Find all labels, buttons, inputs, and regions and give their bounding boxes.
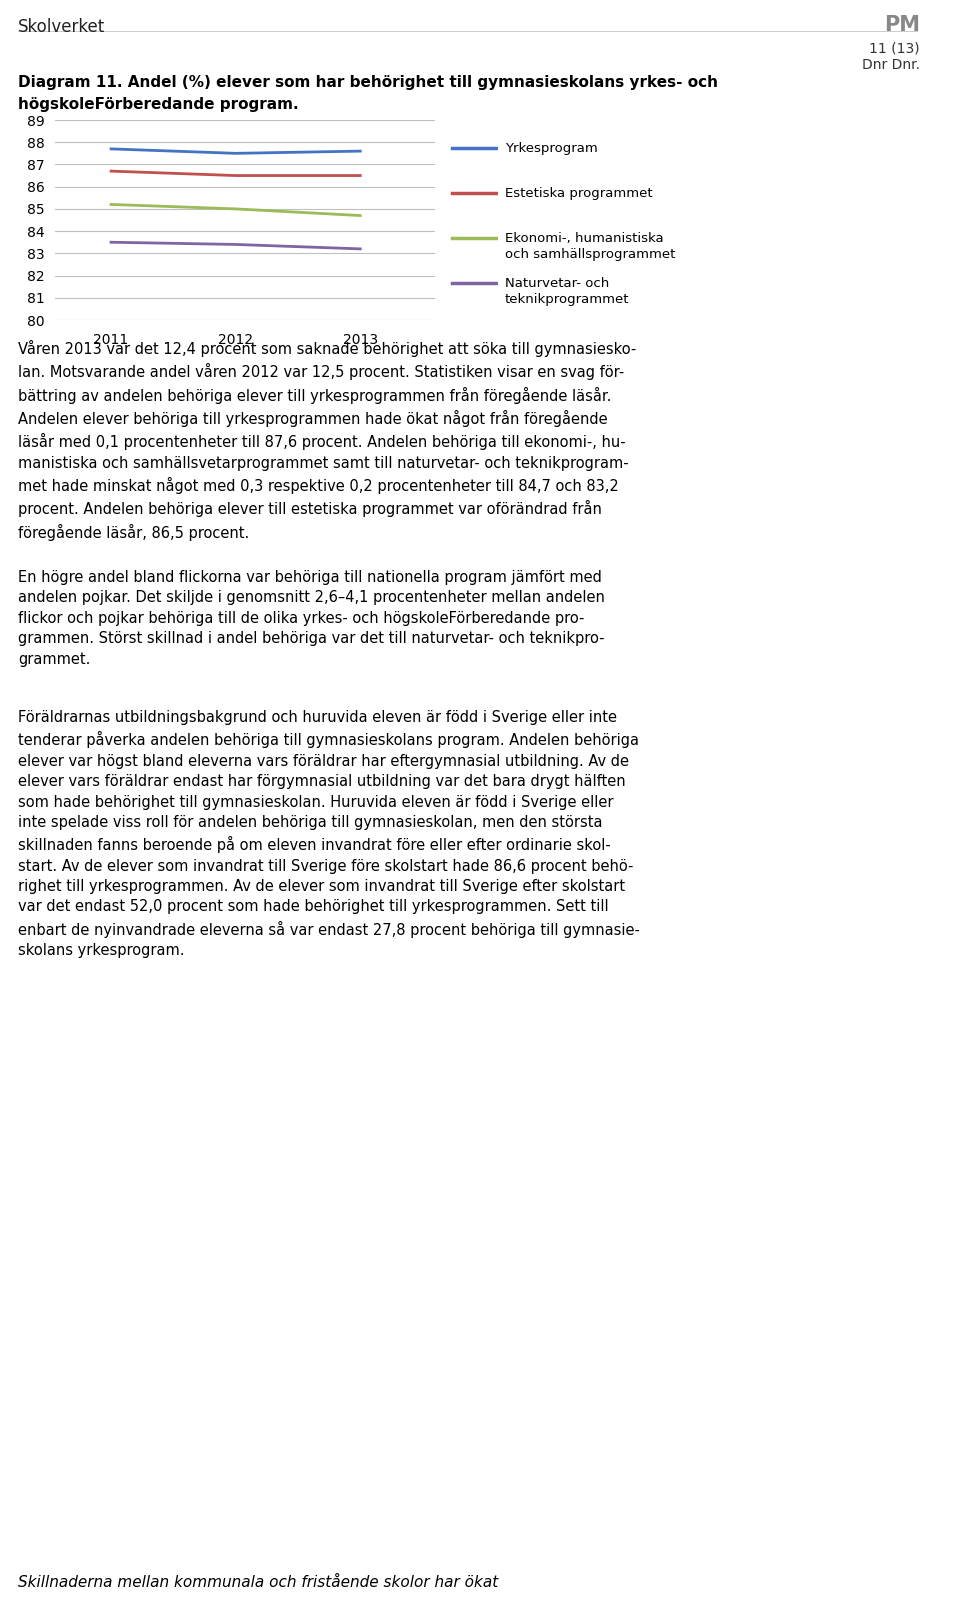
Text: teknikprogrammet: teknikprogrammet — [505, 294, 630, 307]
Text: Skolverket: Skolverket — [18, 18, 106, 36]
Text: Våren 2013 var det 12,4 procent som saknade behörighet att söka till gymnasiesko: Våren 2013 var det 12,4 procent som sakn… — [18, 341, 636, 540]
Text: 11 (13): 11 (13) — [870, 42, 920, 57]
Text: Estetiska programmet: Estetiska programmet — [505, 187, 653, 200]
Text: Naturvetar- och: Naturvetar- och — [505, 277, 610, 290]
Text: Ekonomi-, humanistiska: Ekonomi-, humanistiska — [505, 232, 663, 245]
Text: Diagram 11. Andel (%) elever som har behörighet till gymnasieskolans yrkes- och: Diagram 11. Andel (%) elever som har beh… — [18, 75, 718, 89]
Text: högskoleFörberedande program.: högskoleFörberedande program. — [18, 97, 299, 112]
Text: Skillnaderna mellan kommunala och fristående skolor har ökat: Skillnaderna mellan kommunala och fristå… — [18, 1575, 498, 1590]
Text: Föräldrarnas utbildningsbakgrund och huruvida eleven är född i Sverige eller int: Föräldrarnas utbildningsbakgrund och hur… — [18, 710, 640, 959]
Text: PM: PM — [884, 15, 920, 36]
Text: En högre andel bland flickorna var behöriga till nationella program jämfört med
: En högre andel bland flickorna var behör… — [18, 569, 605, 667]
Text: Dnr Dnr.: Dnr Dnr. — [862, 58, 920, 71]
Text: Yrkesprogram: Yrkesprogram — [505, 143, 598, 156]
Text: och samhällsprogrammet: och samhällsprogrammet — [505, 248, 676, 261]
